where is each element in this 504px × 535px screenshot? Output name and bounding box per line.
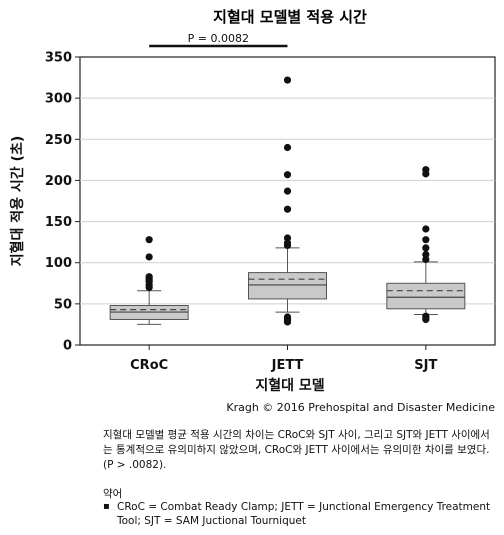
y-tick-label: 150: [45, 215, 72, 230]
outlier-point: [145, 236, 153, 244]
x-axis-categories: CRoC JETT SJT: [130, 345, 437, 373]
abbreviation-item: CRoC = Combat Ready Clamp; JETT = Juncti…: [103, 500, 495, 528]
y-tick-label: 50: [54, 297, 72, 312]
figure-caption: 지혈대 모델별 평균 적용 시간의 차이는 CRoC와 SJT 사이, 그리고 …: [103, 429, 490, 471]
y-tick-label: 300: [45, 92, 72, 107]
y-tick-label: 250: [45, 133, 72, 148]
significance-annotation: P = 0.0082: [149, 32, 288, 48]
y-tick-label: 100: [45, 256, 72, 271]
outlier-point: [422, 236, 430, 244]
outlier-point: [422, 225, 430, 233]
outlier-point: [283, 143, 292, 152]
outlier-point: [283, 171, 292, 179]
chart-title: 지혈대 모델별 적용 시간: [213, 8, 367, 26]
outlier-point: [283, 76, 292, 84]
outlier-point: [422, 255, 430, 264]
iqr-box: [386, 282, 466, 310]
y-axis-ticks: 0 50 100 150 200 250 300 350: [45, 51, 80, 354]
outlier-point: [283, 234, 292, 242]
abbreviations-title: 약어: [103, 488, 123, 500]
outlier-point: [283, 205, 292, 213]
abbreviations-list: CRoC = Combat Ready Clamp; JETT = Juncti…: [103, 500, 495, 528]
boxes: [109, 76, 466, 326]
outlier-point: [283, 239, 292, 247]
outlier-point: [145, 273, 153, 281]
credit-line: Kragh © 2016 Prehospital and Disaster Me…: [226, 401, 495, 414]
y-tick-label: 0: [63, 339, 72, 354]
outlier-point: [145, 253, 153, 261]
x-axis-label: 지혈대 모델: [255, 377, 324, 394]
x-category-label: JETT: [271, 358, 304, 373]
y-tick-label: 350: [45, 51, 72, 66]
x-category-label: CRoC: [130, 358, 168, 373]
outlier-point: [422, 312, 430, 320]
y-tick-label: 200: [45, 174, 72, 189]
outlier-point: [422, 166, 430, 174]
box-sjt: [386, 166, 466, 324]
y-axis-label: 지혈대 적용 시간 (초): [9, 136, 26, 266]
box-jett: [248, 76, 327, 326]
outlier-point: [283, 313, 292, 321]
p-value-label: P = 0.0082: [188, 32, 249, 45]
box-croc: [109, 236, 189, 325]
box-plot-chart: 지혈대 모델별 적용 시간 0 50 100 150 200 250 300 350 CRoC…: [9, 8, 496, 414]
outlier-point: [283, 187, 292, 195]
outlier-point: [422, 244, 430, 252]
iqr-box: [248, 272, 327, 300]
outlier-point: [422, 250, 430, 259]
x-category-label: SJT: [414, 358, 437, 373]
